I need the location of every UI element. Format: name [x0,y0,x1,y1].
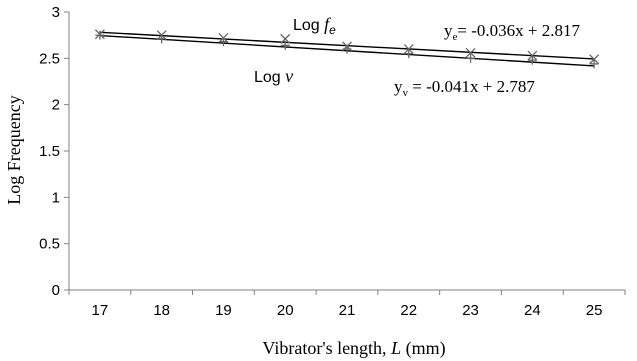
series-label-v: Log v [254,66,293,86]
x-marker-stroke [403,44,414,55]
x-marker-stroke [280,33,291,44]
plus-marker [157,34,167,44]
x-tick-label: 20 [277,302,294,319]
x-marker-stroke [527,50,538,61]
x-marker [403,44,414,55]
plus-marker [527,55,537,65]
axes [64,11,626,295]
y-tick-label: 3 [52,4,60,21]
y-tick-label: 1 [52,189,60,206]
y-tick-label: 0.5 [39,236,60,253]
x-marker-stroke [589,54,600,65]
x-tick-label: 25 [586,302,603,319]
x-tick-label: 17 [92,302,109,319]
plus-marker [466,53,476,63]
plus-marker [404,49,414,59]
plus-marker [342,44,352,54]
y-tick-label: 0 [52,282,60,299]
plus-marker [95,30,105,40]
equation-v: yv = -0.041x + 2.787 [394,77,535,99]
y-tick-label: 2 [52,97,60,114]
x-marker [527,50,538,61]
x-tick-label: 22 [400,302,417,319]
plus-marker [280,40,290,50]
plus-marker [218,37,228,47]
x-marker [589,54,600,65]
x-marker-stroke [465,47,476,58]
x-marker [465,47,476,58]
y-axis-title: Log Frequency [4,95,24,204]
x-tick-label: 21 [339,302,356,319]
x-tick-label: 18 [153,302,170,319]
series-label-fe: Log fe [293,14,336,37]
x-marker [280,33,291,44]
y-tick-label: 2.5 [39,50,60,67]
plus-marker [589,59,599,69]
x-tick-label: 19 [215,302,232,319]
x-tick-label: 23 [462,302,479,319]
y-tick-label: 1.5 [39,143,60,160]
tick-labels: 0 0.5 1 1.5 2 2.5 3 17 18 19 20 21 22 23 24 25 [39,4,602,319]
x-axis-title: Vibrator's length, L (mm) [262,338,445,359]
equation-fe: ye= -0.036x + 2.817 [444,21,580,43]
x-tick-label: 24 [524,302,541,319]
data-markers [94,29,600,69]
